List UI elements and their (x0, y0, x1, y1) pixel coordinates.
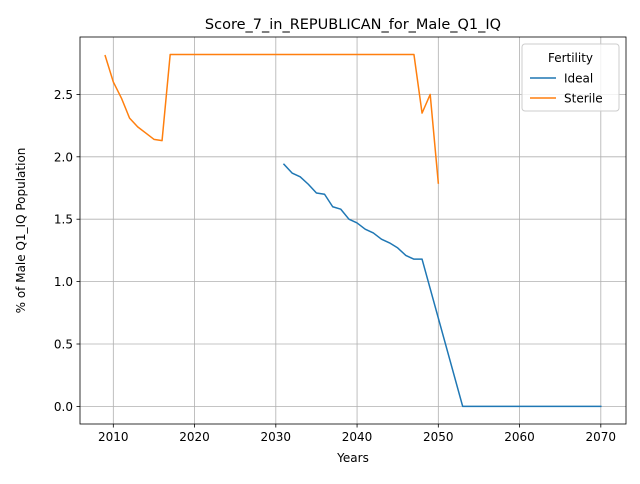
legend: Fertility Ideal Sterile (521, 43, 620, 112)
y-tick-label: 0.0 (54, 400, 73, 414)
legend-label-sterile: Sterile (564, 92, 603, 106)
x-tick-label: 2030 (261, 430, 292, 444)
x-axis-label: Years (336, 451, 369, 465)
legend-label-ideal: Ideal (564, 72, 593, 86)
y-tick-label: 2.0 (54, 150, 73, 164)
x-tick-label: 2010 (98, 430, 129, 444)
x-tick-label: 2060 (504, 430, 535, 444)
x-tick-label: 2020 (179, 430, 210, 444)
chart-title: Score_7_in_REPUBLICAN_for_Male_Q1_IQ (205, 17, 501, 33)
y-tick-label: 0.5 (54, 338, 73, 352)
series-line-ideal (282, 163, 602, 408)
y-tick-label: 2.5 (54, 88, 73, 102)
x-tick-label: 2070 (586, 430, 617, 444)
axes-frame (79, 36, 627, 425)
x-tick-label: 2050 (423, 430, 454, 444)
series-layer (104, 53, 602, 408)
legend-title: Fertility (548, 51, 593, 65)
y-tick-label: 1.0 (54, 275, 73, 289)
legend-box (521, 43, 620, 112)
y-axis-ticks: 0.0 0.5 1.0 1.5 2.0 2.5 (54, 88, 80, 414)
y-axis-label: % of Male Q1_IQ Population (14, 148, 28, 314)
x-tick-label: 2040 (342, 430, 373, 444)
series-line-sterile (104, 53, 440, 184)
y-tick-label: 1.5 (54, 213, 73, 227)
x-axis-ticks: 2010 2020 2030 2040 2050 2060 2070 (98, 424, 616, 444)
